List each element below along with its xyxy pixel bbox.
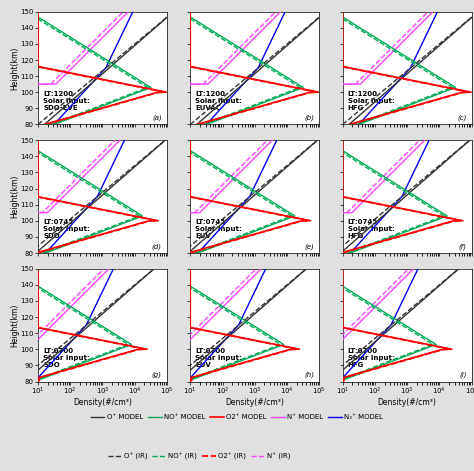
Text: LT:0745
Solar Input:
EUV: LT:0745 Solar Input: EUV — [195, 219, 242, 239]
Text: (e): (e) — [304, 243, 314, 250]
Y-axis label: Height(km): Height(km) — [10, 303, 19, 347]
Text: LT:0700
Solar Input:
SDO: LT:0700 Solar Input: SDO — [43, 348, 90, 368]
X-axis label: Density(#/cm³): Density(#/cm³) — [73, 398, 132, 407]
Text: (f): (f) — [458, 243, 466, 250]
Text: (b): (b) — [304, 114, 314, 121]
Text: LT:1200
Solar Input:
HFG: LT:1200 Solar Input: HFG — [348, 91, 394, 111]
Text: LT:1200
Solar Input:
EUVAC: LT:1200 Solar Input: EUVAC — [195, 91, 242, 111]
Text: (c): (c) — [457, 114, 466, 121]
Text: (d): (d) — [152, 243, 162, 250]
Legend: O⁺ MODEL, NO⁺ MODEL, O2⁺ MODEL, N⁺ MODEL, N₂⁺ MODEL: O⁺ MODEL, NO⁺ MODEL, O2⁺ MODEL, N⁺ MODEL… — [88, 411, 386, 423]
Text: LT:0700
Solar Input:
EUV: LT:0700 Solar Input: EUV — [195, 348, 242, 368]
Text: (a): (a) — [152, 114, 162, 121]
Y-axis label: Height(km): Height(km) — [10, 47, 19, 90]
Text: (h): (h) — [304, 372, 314, 378]
Y-axis label: Height(km): Height(km) — [10, 175, 19, 219]
X-axis label: Density(#/cm³): Density(#/cm³) — [378, 398, 437, 407]
Text: (g): (g) — [152, 372, 162, 378]
Text: LT:0745
Solar Input:
SDO: LT:0745 Solar Input: SDO — [43, 219, 90, 239]
Text: LT:0700
Solar Input:
HFG: LT:0700 Solar Input: HFG — [348, 348, 394, 368]
Text: LT:1200
Solar Input:
SDO-EVE: LT:1200 Solar Input: SDO-EVE — [43, 91, 90, 111]
Legend: O⁺ (IR), NO⁺ (IR), O2⁺ (IR), N⁺ (IR): O⁺ (IR), NO⁺ (IR), O2⁺ (IR), N⁺ (IR) — [105, 450, 293, 463]
X-axis label: Density(#/cm³): Density(#/cm³) — [225, 398, 284, 407]
Text: (i): (i) — [459, 372, 466, 378]
Text: LT:0745
Solar Input:
HFG: LT:0745 Solar Input: HFG — [348, 219, 394, 239]
